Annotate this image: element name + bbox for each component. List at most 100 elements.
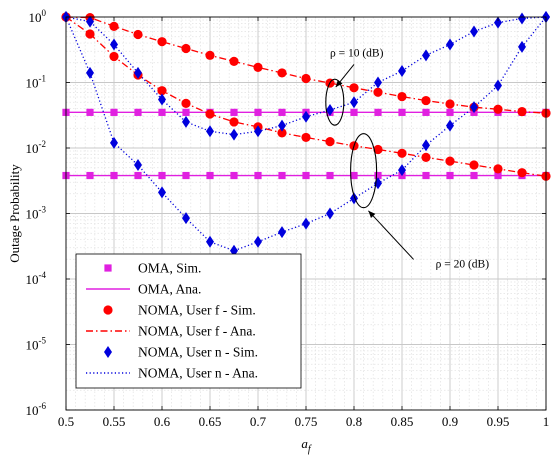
data-point-oma-sim-rho20 [278, 171, 286, 180]
data-point-oma-sim-rho20 [206, 171, 214, 180]
data-point-noma-user-f-sim-rho20 [229, 117, 239, 127]
legend-marker-sample [103, 305, 113, 315]
data-point-noma-user-f-sim-rho10 [109, 21, 119, 31]
legend-entry-label: NOMA, User f - Sim. [138, 303, 256, 318]
data-point-oma-sim-rho10 [134, 108, 142, 116]
data-point-oma-sim-rho20 [110, 171, 118, 180]
x-tick-label: 1 [543, 414, 550, 429]
y-tick-label: 10-6 [26, 401, 47, 418]
data-point-noma-user-n-sim-rho20 [206, 235, 214, 248]
legend-entry-label: OMA, Ana. [138, 282, 201, 297]
y-tick-label: 10-4 [26, 270, 47, 287]
data-point-noma-user-f-sim-rho20 [109, 51, 119, 62]
data-point-noma-user-n-sim-rho10 [422, 49, 430, 62]
data-point-oma-sim-rho20 [470, 171, 478, 180]
data-point-noma-user-f-sim-rho20 [493, 164, 503, 174]
y-tick-label: 10-3 [26, 205, 47, 222]
data-point-noma-user-f-sim-rho20 [397, 148, 407, 158]
annotation-label: ρ = 10 (dB) [330, 47, 384, 59]
data-point-noma-user-f-sim-rho10 [517, 106, 527, 117]
data-point-noma-user-f-sim-rho20 [469, 160, 479, 170]
data-point-noma-user-n-sim-rho10 [86, 15, 94, 28]
y-tick-label: 10-5 [26, 336, 47, 353]
data-point-noma-user-f-sim-rho10 [205, 50, 215, 60]
data-point-noma-user-n-sim-rho20 [182, 212, 190, 225]
data-point-noma-user-n-sim-rho20 [86, 66, 94, 79]
x-tick-label: 0.8 [346, 414, 362, 429]
data-point-noma-user-f-sim-rho10 [373, 87, 383, 97]
data-point-oma-sim-rho10 [446, 108, 454, 116]
data-point-oma-sim-rho10 [254, 108, 262, 116]
data-point-noma-user-n-sim-rho20 [134, 159, 142, 172]
data-point-noma-user-f-sim-rho20 [181, 98, 191, 108]
data-point-oma-sim-rho20 [374, 171, 382, 180]
annotation-arrow [368, 210, 414, 260]
data-point-noma-user-n-sim-rho10 [278, 119, 286, 132]
data-point-noma-user-f-sim-rho20 [421, 152, 431, 162]
data-point-noma-user-n-sim-rho10 [326, 104, 334, 117]
data-point-noma-user-n-sim-rho20 [470, 101, 478, 114]
data-point-oma-sim-rho10 [230, 108, 238, 116]
x-tick-label: 0.85 [391, 414, 414, 429]
y-tick-label: 10-1 [26, 74, 47, 91]
data-point-noma-user-n-sim-rho20 [398, 164, 406, 177]
data-point-noma-user-f-sim-rho10 [445, 99, 455, 109]
data-point-oma-sim-rho20 [134, 171, 142, 180]
x-tick-label: 0.7 [250, 414, 267, 429]
data-point-oma-sim-rho20 [158, 171, 166, 180]
data-point-oma-sim-rho10 [374, 108, 382, 116]
data-point-noma-user-f-sim-rho10 [349, 83, 359, 93]
legend-entry-label: NOMA, User n - Sim. [138, 345, 258, 360]
data-point-noma-user-f-sim-rho20 [373, 144, 383, 155]
x-tick-label: 0.55 [103, 414, 126, 429]
legend-entry-label: OMA, Sim. [138, 261, 201, 276]
data-point-noma-user-n-sim-rho10 [206, 125, 214, 138]
legend-marker-sample [104, 264, 112, 272]
data-point-noma-user-n-sim-rho10 [110, 38, 118, 51]
data-point-oma-sim-rho10 [182, 108, 190, 116]
data-point-oma-sim-rho10 [398, 108, 406, 116]
data-point-noma-user-n-sim-rho10 [470, 25, 478, 38]
data-point-noma-user-n-sim-rho10 [302, 110, 310, 123]
y-tick-label: 100 [29, 8, 47, 25]
data-point-noma-user-n-sim-rho20 [278, 226, 286, 239]
data-point-noma-user-n-sim-rho20 [302, 217, 310, 230]
x-tick-label: 0.9 [442, 414, 458, 429]
series-line-noma-user-n-ana-rho10 [65, 16, 547, 136]
data-point-oma-sim-rho20 [230, 171, 238, 180]
legend-marker-sample [104, 346, 112, 358]
data-point-oma-sim-rho10 [422, 108, 430, 116]
data-point-noma-user-n-sim-rho10 [398, 64, 406, 77]
data-point-oma-sim-rho10 [278, 108, 286, 116]
data-point-noma-user-f-sim-rho20 [205, 109, 215, 119]
axes: 0.5 0.55 0.6 0.65 0.7 0.75 0.8 0.85 0.9 0.95 1 100 1… [7, 8, 549, 455]
data-point-noma-user-n-sim-rho10 [134, 66, 142, 79]
data-point-noma-user-n-sim-rho20 [110, 136, 118, 149]
data-point-noma-user-f-sim-rho20 [517, 168, 527, 178]
data-point-oma-sim-rho20 [326, 171, 334, 180]
annotation-label: ρ = 20 (dB) [436, 258, 490, 270]
legend: OMA, Sim. OMA, Ana. NOMA, User f - Sim. NOM… [75, 253, 302, 389]
data-point-noma-user-f-sim-rho10 [421, 95, 431, 106]
data-point-noma-user-n-sim-rho10 [374, 76, 382, 89]
data-point-noma-user-n-sim-rho10 [494, 16, 502, 29]
data-point-noma-user-n-sim-rho10 [230, 128, 238, 141]
data-point-noma-user-n-sim-rho20 [422, 139, 430, 152]
x-tick-label: 0.5 [58, 414, 74, 429]
data-point-oma-sim-rho20 [182, 171, 190, 180]
data-point-noma-user-f-sim-rho10 [397, 91, 407, 102]
data-point-noma-user-n-sim-rho10 [350, 96, 358, 109]
data-point-noma-user-f-sim-rho10 [253, 62, 263, 73]
data-point-noma-user-f-sim-rho10 [277, 68, 287, 78]
data-point-noma-user-f-sim-rho10 [157, 37, 167, 47]
x-tick-label: 0.65 [199, 414, 222, 429]
data-point-noma-user-f-sim-rho20 [157, 86, 167, 96]
data-point-oma-sim-rho20 [446, 171, 454, 180]
legend-entry-label: NOMA, User f - Ana. [138, 324, 256, 339]
data-point-noma-user-f-sim-rho20 [85, 29, 95, 39]
data-point-noma-user-n-sim-rho10 [446, 38, 454, 51]
legend-entry-label: NOMA, User n - Ana. [138, 366, 258, 381]
data-point-oma-sim-rho10 [158, 108, 166, 116]
data-point-noma-user-n-sim-rho10 [158, 93, 166, 106]
